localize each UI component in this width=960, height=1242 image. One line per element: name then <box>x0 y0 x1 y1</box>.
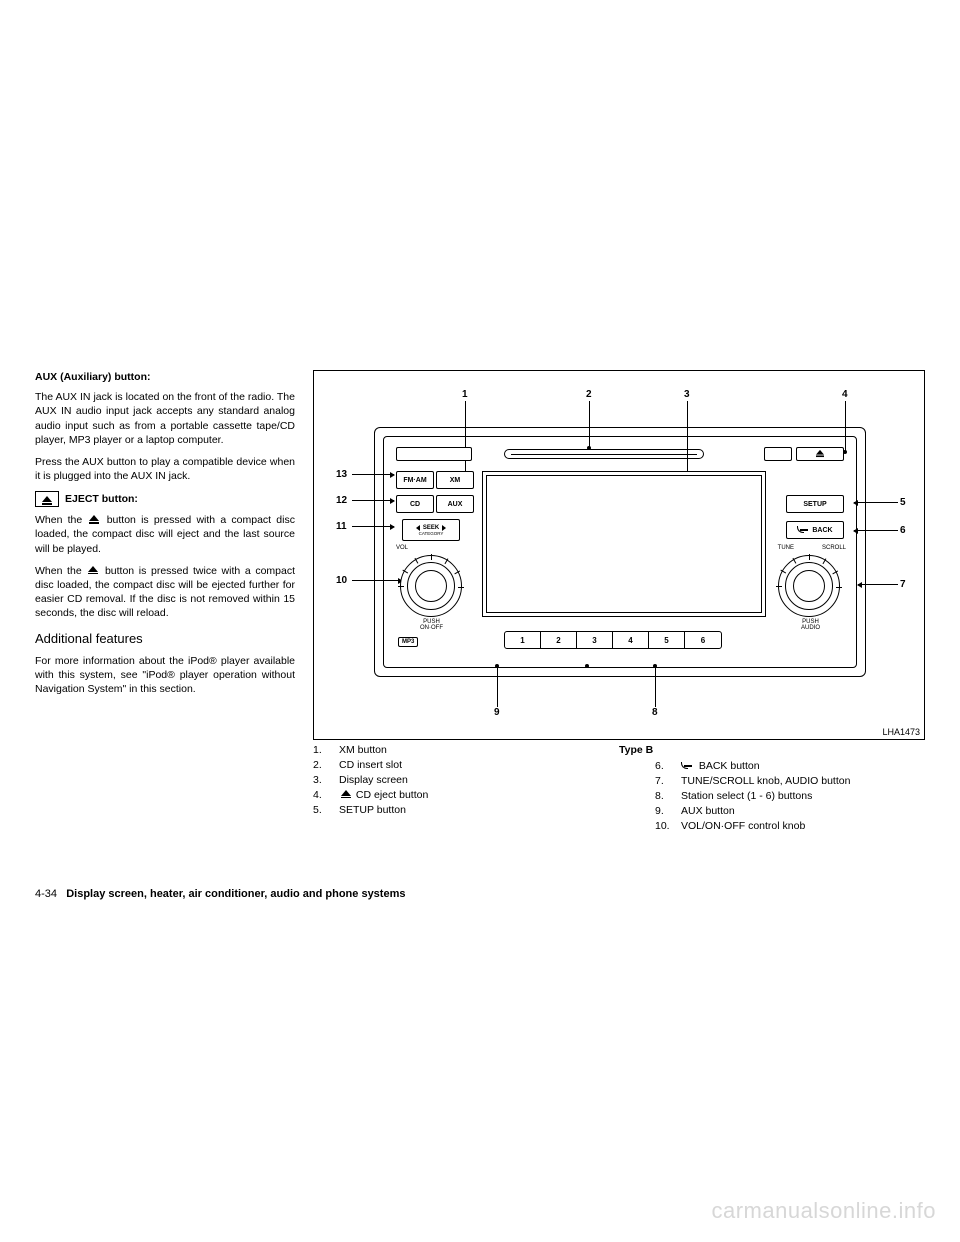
preset-2: 2 <box>541 632 577 648</box>
eject-icon-legend <box>339 790 353 799</box>
eject-p2a: When the <box>35 565 82 577</box>
legend-text: BACK button <box>681 760 760 772</box>
fmam-btn: FM·AM <box>396 471 434 489</box>
callout-11: 11 <box>336 521 347 532</box>
eject-inline-icon-2 <box>86 566 100 575</box>
radio-inner: FM·AM XM CD AUX SEEK CATEGORY VO <box>383 436 857 668</box>
eject-p1a: When the <box>35 514 82 526</box>
tune-knob <box>778 555 840 617</box>
additional-heading: Additional features <box>35 630 295 648</box>
preset-buttons: 1 2 3 4 5 6 <box>504 631 722 649</box>
callout-12: 12 <box>336 495 347 506</box>
back-arrow-icon-legend <box>681 762 693 770</box>
vol-label: VOL <box>396 545 408 551</box>
page-footer: 4-34 Display screen, heater, air conditi… <box>35 888 405 900</box>
radio-diagram: LHA1473 1 2 3 4 5 6 7 9 8 13 12 11 10 <box>313 370 925 740</box>
left-column: AUX (Auxiliary) button: The AUX IN jack … <box>35 370 295 835</box>
legend-left: 1.XM button 2.CD insert slot 3.Display s… <box>313 744 619 835</box>
legend-num: 1. <box>313 744 339 756</box>
scroll-label: SCROLL <box>822 545 846 551</box>
blank-btn <box>396 447 472 461</box>
callout-6: 6 <box>900 525 906 536</box>
preset-4: 4 <box>613 632 649 648</box>
section-title: Display screen, heater, air conditioner,… <box>66 888 405 900</box>
callout-7: 7 <box>900 579 906 590</box>
preset-1: 1 <box>505 632 541 648</box>
cd-btn: CD <box>396 495 434 513</box>
eject-inline-icon <box>87 515 101 524</box>
diagram-code: LHA1473 <box>882 727 920 737</box>
audio-text: AUDIO <box>801 625 820 631</box>
legend-text: XM button <box>339 744 387 756</box>
legend-right: Type B 6. BACK button 7.TUNE/SCROLL knob… <box>619 744 925 835</box>
legend-num: 9. <box>655 805 681 817</box>
eject-heading: EJECT button: <box>65 492 138 506</box>
callout-2: 2 <box>586 389 592 400</box>
eject-heading-row: EJECT button: <box>35 491 295 507</box>
preset-3: 3 <box>577 632 613 648</box>
setup-btn: SETUP <box>786 495 844 513</box>
legend-num: 3. <box>313 774 339 786</box>
page-number: 4-34 <box>35 888 57 900</box>
xm-btn: XM <box>436 471 474 489</box>
callout-13: 13 <box>336 469 347 480</box>
legend-num: 7. <box>655 775 681 787</box>
onoff-label: PUSH ON·OFF <box>420 619 443 631</box>
category-label: CATEGORY <box>419 531 444 536</box>
page-content: AUX (Auxiliary) button: The AUX IN jack … <box>35 370 925 835</box>
legend-text: VOL/ON·OFF control knob <box>681 820 805 832</box>
callout-8: 8 <box>652 707 658 718</box>
legend-num: 5. <box>313 804 339 816</box>
onoff-text: ON·OFF <box>420 625 443 631</box>
callout-5: 5 <box>900 497 906 508</box>
legend-text: CD eject button <box>339 789 428 801</box>
radio-body: FM·AM XM CD AUX SEEK CATEGORY VO <box>374 427 866 677</box>
preset-6: 6 <box>685 632 721 648</box>
legend-text: SETUP button <box>339 804 406 816</box>
eject-icon <box>35 491 59 507</box>
cd-slot <box>504 449 704 459</box>
watermark: carmanualsonline.info <box>711 1198 936 1224</box>
legend-text: Display screen <box>339 774 408 786</box>
eject-para-1: When the button is pressed with a compac… <box>35 513 295 556</box>
legend: 1.XM button 2.CD insert slot 3.Display s… <box>313 744 925 835</box>
back-arrow-icon <box>797 526 809 534</box>
legend-num: 2. <box>313 759 339 771</box>
legend-text: AUX button <box>681 805 735 817</box>
back-btn: BACK <box>786 521 844 539</box>
legend-num: 6. <box>655 760 681 772</box>
preset-5: 5 <box>649 632 685 648</box>
audio-label: PUSH AUDIO <box>801 619 820 631</box>
tune-label: TUNE <box>778 545 794 551</box>
back-label: BACK <box>812 527 832 534</box>
seek-btn: SEEK CATEGORY <box>402 519 460 541</box>
callout-4: 4 <box>842 389 848 400</box>
legend-text: Station select (1 - 6) buttons <box>681 790 812 802</box>
legend-num: 10. <box>655 820 681 832</box>
aux-btn: AUX <box>436 495 474 513</box>
legend-text-inner: BACK button <box>699 760 760 772</box>
eject-para-2: When the button is pressed twice with a … <box>35 564 295 621</box>
legend-num: 4. <box>313 789 339 801</box>
callout-3: 3 <box>684 389 690 400</box>
aux-para-2: Press the AUX button to play a compatibl… <box>35 455 295 483</box>
aux-heading: AUX (Auxiliary) button: <box>35 370 295 384</box>
type-b-label: Type B <box>619 744 925 756</box>
additional-para: For more information about the iPod® pla… <box>35 654 295 697</box>
right-column: LHA1473 1 2 3 4 5 6 7 9 8 13 12 11 10 <box>313 370 925 835</box>
callout-10: 10 <box>336 575 347 586</box>
blank-btn-r <box>764 447 792 461</box>
legend-text-inner: CD eject button <box>356 789 428 801</box>
vol-knob <box>400 555 462 617</box>
callout-1: 1 <box>462 389 468 400</box>
legend-num: 8. <box>655 790 681 802</box>
mp3-badge: MP3 <box>398 637 418 647</box>
display-screen <box>482 471 766 617</box>
aux-para-1: The AUX IN jack is located on the front … <box>35 390 295 447</box>
legend-text: TUNE/SCROLL knob, AUDIO button <box>681 775 850 787</box>
eject-btn <box>796 447 844 461</box>
callout-9: 9 <box>494 707 500 718</box>
legend-text: CD insert slot <box>339 759 402 771</box>
